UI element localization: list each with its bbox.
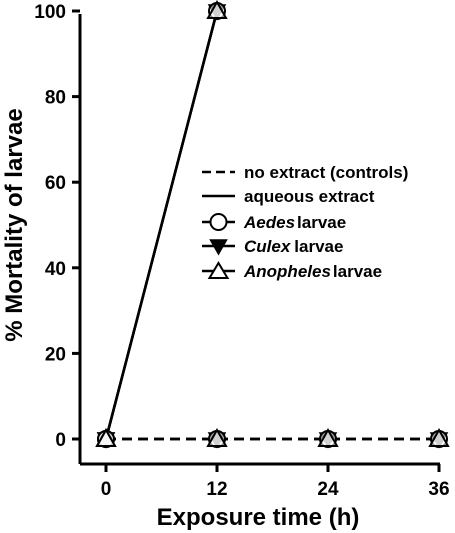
legend-label-anopheles: Anopheles larvae [243, 262, 382, 281]
legend-aedes-suffix: larvae [297, 213, 346, 232]
legend-triangle-up-marker [207, 261, 230, 279]
legend-culex-species: Culex [244, 237, 292, 256]
x-tick-label: 36 [428, 479, 449, 500]
ticks: 0 20 40 60 80 100 0 12 24 36 [34, 2, 449, 500]
legend-label-aedes: Aedes larvae [243, 213, 346, 232]
y-tick-label: 20 [45, 344, 66, 365]
legend-aedes-species: Aedes [243, 213, 295, 232]
legend-anopheles-suffix: larvae [333, 262, 382, 281]
legend-anopheles-species: Anopheles [243, 262, 331, 281]
x-axis-title: Exposure time (h) [157, 504, 360, 531]
legend: no extract (controls) aqueous extract Ae… [202, 163, 408, 281]
legend-culex-suffix: larvae [294, 237, 343, 256]
legend-triangle-down-marker [209, 239, 228, 256]
x-tick-label: 12 [206, 479, 227, 500]
legend-label-controls: no extract (controls) [244, 163, 408, 182]
axes [78, 14, 440, 466]
legend-circle-marker [209, 213, 228, 231]
data-point-anopheles [206, 427, 228, 447]
plot-area [95, 0, 450, 449]
y-tick-label: 0 [55, 430, 66, 451]
x-tick-label: 0 [101, 479, 112, 500]
legend-label-culex: Culex larvae [244, 237, 343, 256]
legend-label-aqueous: aqueous extract [244, 187, 375, 206]
y-axis-title: % Mortality of larvae [1, 108, 28, 341]
data-point-anopheles [428, 427, 450, 447]
y-tick-label: 100 [34, 2, 66, 23]
x-tick-label: 24 [317, 479, 339, 500]
data-point-anopheles [206, 0, 228, 19]
series-line-aqueous-extract [104, 10, 219, 440]
data-point-anopheles [317, 427, 339, 447]
y-tick-label: 60 [45, 173, 66, 194]
y-tick-label: 80 [45, 88, 66, 109]
data-point-anopheles [95, 427, 117, 447]
y-tick-label: 40 [45, 259, 66, 280]
